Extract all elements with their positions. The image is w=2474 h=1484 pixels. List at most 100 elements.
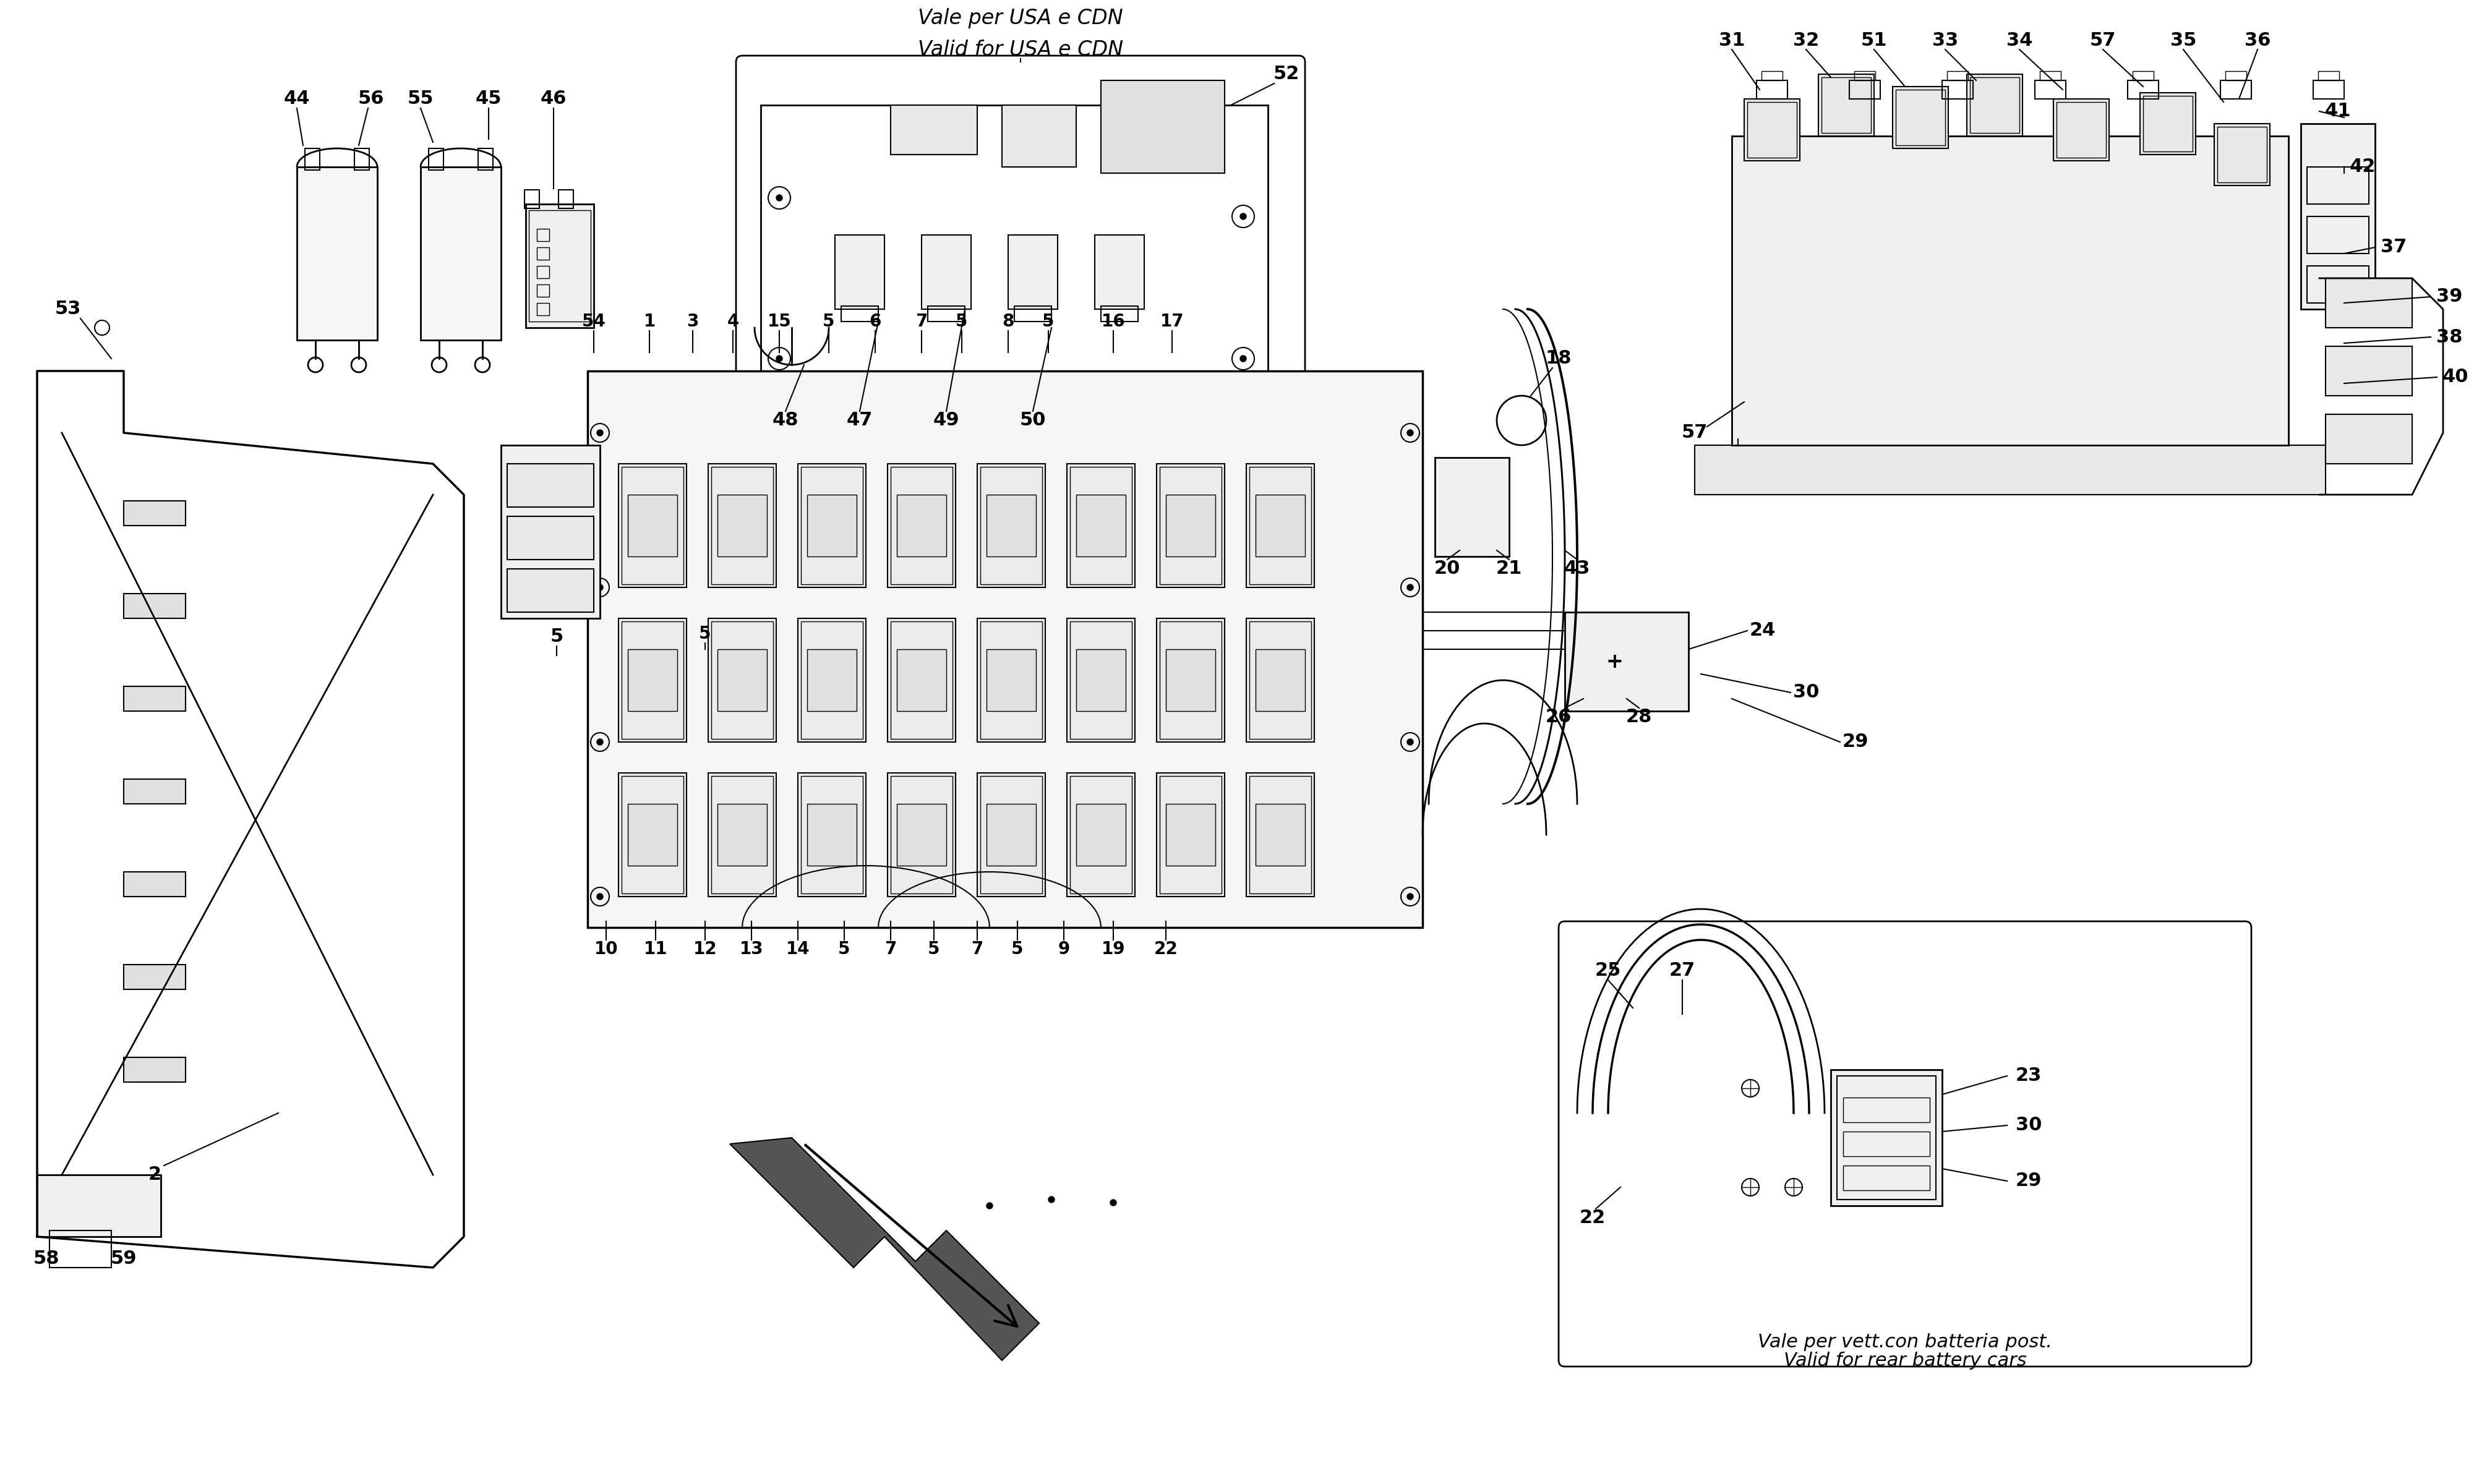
Bar (797, 463, 866, 588)
Circle shape (1049, 1196, 1054, 1202)
Bar (1009, 234, 1059, 309)
Bar (1947, 71, 1969, 80)
Bar (797, 619, 866, 742)
Bar (928, 306, 965, 322)
Bar (2306, 217, 2370, 254)
Bar (124, 500, 186, 525)
Circle shape (596, 430, 604, 436)
Text: 6: 6 (868, 313, 881, 329)
Bar (2326, 346, 2412, 396)
Circle shape (596, 585, 604, 591)
Bar (1101, 80, 1225, 174)
Bar (1757, 80, 1786, 99)
Bar (1066, 773, 1136, 896)
Bar (980, 776, 1042, 893)
Text: 11: 11 (643, 941, 668, 957)
Bar (1732, 137, 2288, 445)
Text: 43: 43 (1564, 559, 1591, 577)
Text: Vale per USA e CDN: Vale per USA e CDN (918, 9, 1123, 28)
Text: 8: 8 (1002, 313, 1014, 329)
Bar (2034, 80, 2066, 99)
Text: 41: 41 (2326, 102, 2350, 120)
Text: 55: 55 (408, 91, 433, 108)
Bar (2227, 71, 2246, 80)
Bar (2301, 123, 2375, 309)
Text: 51: 51 (1860, 31, 1888, 49)
Text: 28: 28 (1625, 708, 1653, 726)
Text: 54: 54 (581, 313, 606, 329)
Text: 57: 57 (2091, 31, 2115, 49)
Bar (1821, 77, 1870, 134)
FancyBboxPatch shape (737, 55, 1306, 408)
Bar (797, 773, 866, 896)
Bar (589, 371, 1423, 927)
Bar (2217, 126, 2266, 183)
Bar (1761, 71, 1781, 80)
Text: 2: 2 (148, 1166, 161, 1184)
Bar (537, 248, 549, 260)
Text: 21: 21 (1497, 559, 1522, 577)
Bar (987, 494, 1037, 556)
Bar (1695, 445, 2326, 494)
Bar (1076, 650, 1126, 711)
Bar (524, 203, 594, 328)
Bar (717, 494, 767, 556)
Bar (807, 650, 856, 711)
Bar (888, 619, 955, 742)
Bar (1843, 1098, 1930, 1122)
Text: 39: 39 (2437, 288, 2462, 306)
Text: 50: 50 (1019, 411, 1047, 429)
Bar (1247, 619, 1314, 742)
Bar (1165, 650, 1215, 711)
Text: 40: 40 (2442, 368, 2469, 386)
Bar (124, 1057, 186, 1082)
Bar (507, 568, 594, 611)
Bar (618, 773, 688, 896)
Bar (1069, 776, 1133, 893)
Text: 5: 5 (839, 941, 851, 957)
Text: 29: 29 (1843, 733, 1868, 751)
Text: 4: 4 (727, 313, 740, 329)
Bar (708, 773, 777, 896)
Bar (1818, 74, 1875, 137)
Bar (2128, 80, 2157, 99)
Bar (2318, 71, 2340, 80)
Bar (1247, 463, 1314, 588)
Bar (1942, 80, 1974, 99)
Bar (1160, 467, 1222, 585)
Bar (713, 776, 772, 893)
Bar (807, 804, 856, 865)
Bar (1895, 89, 1945, 145)
Bar (124, 871, 186, 896)
Bar (1967, 74, 2024, 137)
Bar (980, 622, 1042, 739)
Text: 44: 44 (285, 91, 309, 108)
Text: 1: 1 (643, 313, 656, 329)
Bar (1158, 463, 1225, 588)
Bar (2140, 92, 2197, 154)
Text: 24: 24 (1749, 622, 1776, 640)
Circle shape (777, 194, 782, 200)
Bar (297, 166, 376, 340)
Bar (1101, 306, 1138, 322)
Bar (841, 306, 878, 322)
Bar (354, 148, 369, 171)
Bar (987, 804, 1037, 865)
Text: 59: 59 (111, 1250, 136, 1267)
Circle shape (1408, 430, 1413, 436)
Bar (1160, 776, 1222, 893)
Text: 22: 22 (1153, 941, 1178, 957)
Bar (896, 804, 945, 865)
Bar (896, 494, 945, 556)
Circle shape (1408, 585, 1413, 591)
Text: 13: 13 (740, 941, 764, 957)
Bar (977, 463, 1044, 588)
Bar (1566, 611, 1687, 711)
Bar (2039, 71, 2061, 80)
Bar (836, 234, 886, 309)
Bar (1747, 102, 1796, 157)
Bar (891, 467, 952, 585)
Text: 35: 35 (2170, 31, 2197, 49)
Bar (428, 148, 443, 171)
Bar (717, 650, 767, 711)
